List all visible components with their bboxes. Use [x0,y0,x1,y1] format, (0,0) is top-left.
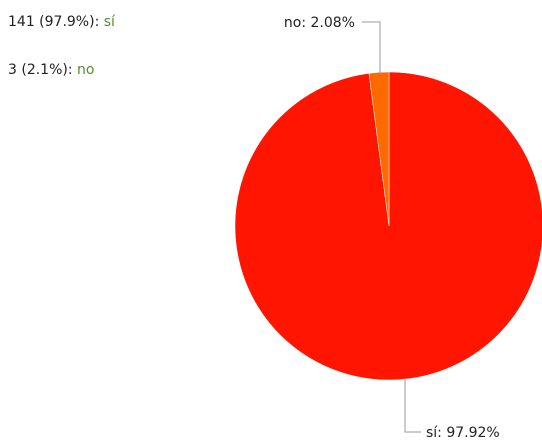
summary-row: 3 (2.1%): no [8,62,94,78]
leader-line [362,21,381,74]
summary-answer: sí [104,14,116,30]
slice-label: sí: 97.92% [426,425,500,441]
slice-label: no: 2.08% [284,15,355,31]
summary-answer: no [77,62,94,78]
summary-row: 141 (97.9%): sí [8,14,116,30]
leader-line [404,378,421,433]
summary-count: 3 (2.1%): [8,62,73,78]
pie-slice [368,71,390,227]
summary-count: 141 (97.9%): [8,14,99,30]
pie-slice [234,71,542,381]
pie [234,71,542,381]
